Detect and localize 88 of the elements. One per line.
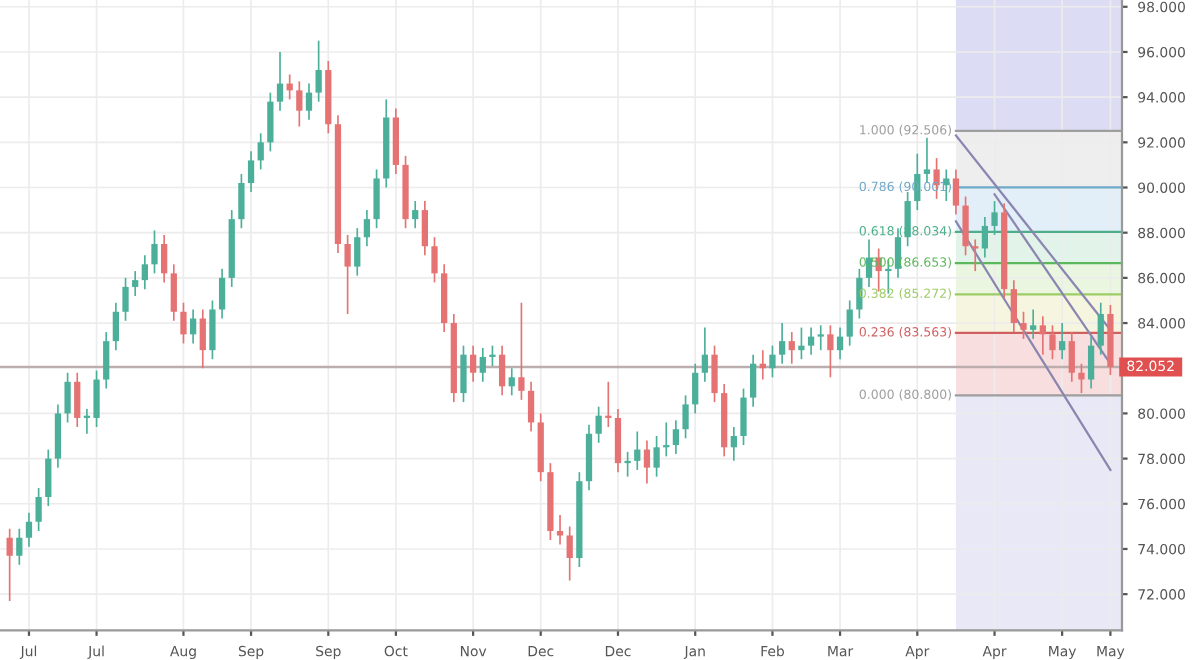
candlestick <box>730 426 737 462</box>
candlestick <box>74 371 81 428</box>
candlestick <box>711 344 718 403</box>
candlestick <box>315 39 322 103</box>
candlestick <box>35 487 42 532</box>
candlestick <box>247 150 255 193</box>
candlestick <box>778 322 786 365</box>
candlestick <box>952 168 960 216</box>
candlestick <box>1010 279 1017 333</box>
candlestick <box>180 301 187 345</box>
candlestick <box>161 234 168 284</box>
candlestick <box>1020 310 1027 340</box>
candlestick <box>218 268 226 320</box>
candlestick <box>354 227 361 277</box>
candlestick <box>701 326 709 383</box>
candlestick <box>682 394 689 440</box>
candlestick <box>527 380 535 433</box>
candlestick <box>64 371 71 424</box>
candlestick <box>54 403 62 469</box>
candlestick <box>392 107 400 175</box>
candlestick <box>257 132 264 171</box>
candlestick <box>991 200 998 236</box>
candlestick <box>518 301 525 401</box>
candlestick <box>672 419 680 455</box>
candlestick <box>460 344 467 403</box>
candlestick <box>479 347 486 383</box>
candlestick <box>431 236 438 284</box>
candlestick <box>141 254 148 291</box>
candlestick <box>614 408 622 473</box>
candlestick <box>595 405 602 444</box>
candlestick <box>103 331 110 390</box>
candlestick <box>112 301 120 352</box>
candlestick <box>750 353 757 408</box>
candlestick <box>923 136 931 184</box>
candlestick <box>1039 315 1046 356</box>
candlestick <box>498 344 506 397</box>
candlestick <box>827 324 834 379</box>
candlestick <box>238 173 245 230</box>
candlestick <box>267 91 274 153</box>
candlestick <box>972 238 979 272</box>
candlestick <box>170 263 177 322</box>
candlestick <box>788 331 795 365</box>
candlestick <box>692 362 699 415</box>
candlestick <box>489 344 496 367</box>
candlestick <box>894 227 902 279</box>
candlestick <box>132 270 139 297</box>
candlestick <box>199 308 206 370</box>
candlestick <box>1059 322 1066 361</box>
candlestick <box>1087 335 1095 390</box>
candlestick <box>6 527 13 602</box>
candlestick <box>740 387 747 446</box>
candlestick <box>1049 324 1056 361</box>
candlestick <box>412 200 419 230</box>
candlestick <box>305 82 313 121</box>
candlestick <box>209 299 216 361</box>
candlestick <box>798 326 805 361</box>
candlestick <box>508 367 515 397</box>
candlestick <box>817 324 824 352</box>
candlestick <box>373 168 380 230</box>
candlestick <box>296 80 303 128</box>
candlestick <box>836 326 844 361</box>
candlestick <box>151 229 158 275</box>
candlestick <box>624 450 631 478</box>
candlestick <box>363 209 371 248</box>
candlestick <box>585 423 593 492</box>
candlestick <box>807 326 815 356</box>
candlestick <box>122 277 129 322</box>
candlestick <box>1030 308 1037 340</box>
candlestick <box>769 344 776 379</box>
candlestick <box>276 51 284 112</box>
candlestick <box>45 448 52 507</box>
candlestick <box>846 299 853 347</box>
candlestick <box>566 525 573 582</box>
candlestick <box>421 200 428 257</box>
candlestick <box>344 234 351 315</box>
candlestick <box>469 344 477 383</box>
candlestick <box>653 435 660 478</box>
candlestick <box>856 268 863 320</box>
candlestick <box>16 527 23 566</box>
candlestick <box>189 308 197 345</box>
candlestick <box>962 195 969 257</box>
candlestick <box>1097 301 1104 356</box>
candlestick <box>981 216 989 259</box>
candlestick <box>643 439 651 485</box>
candlestick <box>25 511 33 548</box>
candlestick <box>634 430 641 471</box>
candlestick <box>1078 362 1085 394</box>
candlestick <box>1068 331 1075 383</box>
